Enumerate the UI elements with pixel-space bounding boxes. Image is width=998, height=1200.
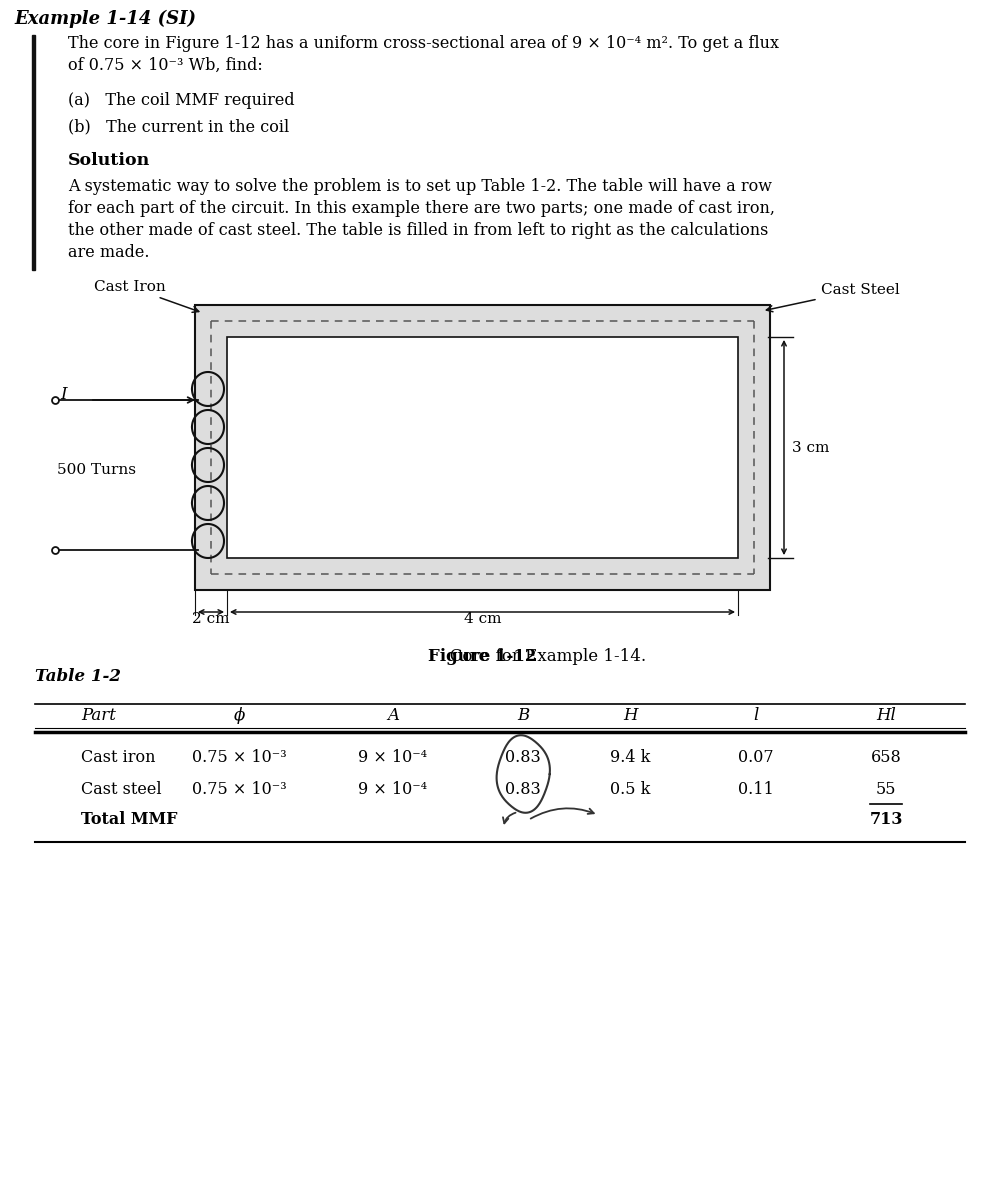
Text: 0.5 k: 0.5 k (610, 781, 651, 798)
Text: H: H (623, 707, 638, 724)
Text: of 0.75 × 10⁻³ Wb, find:: of 0.75 × 10⁻³ Wb, find: (68, 56, 262, 74)
Text: l: l (753, 707, 758, 724)
Text: Figure 1-12: Figure 1-12 (428, 648, 537, 665)
Text: Table 1-2: Table 1-2 (35, 668, 121, 685)
Text: 0.83: 0.83 (505, 750, 541, 767)
Text: Cast Steel: Cast Steel (766, 283, 899, 312)
Text: Part: Part (82, 707, 117, 724)
Text: Example 1-14 (SI): Example 1-14 (SI) (14, 10, 196, 29)
Text: Solution: Solution (68, 152, 151, 169)
Text: 9 × 10⁻⁴: 9 × 10⁻⁴ (358, 750, 427, 767)
Text: for each part of the circuit. In this example there are two parts; one made of c: for each part of the circuit. In this ex… (68, 200, 775, 217)
Text: are made.: are made. (68, 244, 150, 260)
Text: The core in Figure 1-12 has a uniform cross-sectional area of 9 × 10⁻⁴ m². To ge: The core in Figure 1-12 has a uniform cr… (68, 35, 779, 52)
Text: ϕ: ϕ (234, 707, 246, 724)
Text: 0.75 × 10⁻³: 0.75 × 10⁻³ (193, 781, 287, 798)
Text: 9 × 10⁻⁴: 9 × 10⁻⁴ (358, 781, 427, 798)
Bar (32, 35, 35, 270)
Text: 4 cm: 4 cm (464, 612, 501, 626)
Text: Cast iron: Cast iron (82, 750, 156, 767)
Text: Hl: Hl (876, 707, 896, 724)
Text: 500 Turns: 500 Turns (57, 463, 136, 476)
Text: A systematic way to solve the problem is to set up Table 1-2. The table will hav: A systematic way to solve the problem is… (68, 178, 772, 194)
Text: 0.75 × 10⁻³: 0.75 × 10⁻³ (193, 750, 287, 767)
Text: 2 cm: 2 cm (193, 612, 230, 626)
Text: Cast steel: Cast steel (82, 781, 162, 798)
Bar (227, 337, 738, 558)
Text: Core for Example 1-14.: Core for Example 1-14. (434, 648, 647, 665)
Text: Cast Iron: Cast Iron (94, 280, 199, 312)
Text: I: I (60, 386, 67, 403)
Text: (a)   The coil MMF required: (a) The coil MMF required (68, 92, 294, 109)
Text: 9.4 k: 9.4 k (610, 750, 651, 767)
Bar (195, 305, 770, 590)
Text: 713: 713 (869, 811, 902, 828)
Text: 0.83: 0.83 (505, 781, 541, 798)
Text: the other made of cast steel. The table is filled in from left to right as the c: the other made of cast steel. The table … (68, 222, 768, 239)
Text: Total MMF: Total MMF (82, 811, 178, 828)
Text: A: A (387, 707, 399, 724)
Text: 3 cm: 3 cm (792, 440, 829, 455)
Text: 0.07: 0.07 (738, 750, 773, 767)
Text: 0.11: 0.11 (738, 781, 773, 798)
Text: B: B (517, 707, 529, 724)
Text: (b)   The current in the coil: (b) The current in the coil (68, 118, 289, 134)
Text: 55: 55 (875, 781, 896, 798)
Text: 658: 658 (870, 750, 901, 767)
